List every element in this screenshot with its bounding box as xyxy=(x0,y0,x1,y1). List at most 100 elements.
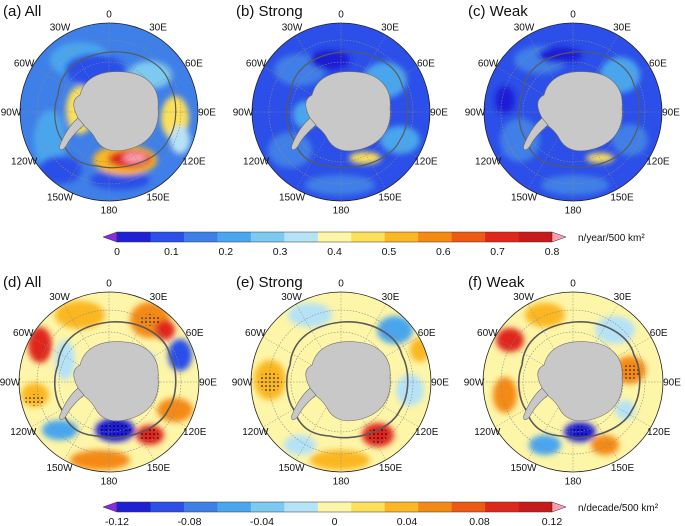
cbar-density-swatch xyxy=(451,232,486,242)
panel-title-e: (e) Strong xyxy=(236,274,303,291)
map-panel-d xyxy=(18,291,200,473)
lon-label-f-150w: 150W xyxy=(510,463,537,474)
lon-label-b-180: 180 xyxy=(333,206,350,217)
lon-label-d-150e: 150E xyxy=(147,463,171,474)
cbar-density-tick-label: 0.5 xyxy=(382,246,397,258)
cbar-density-swatch xyxy=(418,232,452,242)
lon-label-c-30e: 30E xyxy=(613,23,631,34)
lon-label-d-120w: 120W xyxy=(10,427,37,438)
cbar-trend-swatch xyxy=(250,502,285,512)
lon-label-b-150e: 150E xyxy=(378,192,402,203)
lon-label-c-150w: 150W xyxy=(511,192,538,203)
colorbar-trend: -0.12 -0.08 -0.04 0 0.04 0.08 0.12 n/decade/500… xyxy=(102,501,659,526)
lon-label-f-60w: 60W xyxy=(477,328,498,339)
cbar-trend-swatch xyxy=(384,502,419,512)
cbar-density-tick-label: 0 xyxy=(114,246,120,258)
lon-label-e-150w: 150W xyxy=(278,463,305,474)
lon-label-a-30w: 30W xyxy=(50,23,71,34)
lon-label-c-60w: 60W xyxy=(478,59,499,70)
longitude-labels: 0 30E 60E 90E 120E 150E 180 150W 120W 90W 60W 30W 0 3… xyxy=(0,10,681,488)
lon-label-c-0: 0 xyxy=(570,10,576,21)
lon-label-d-30w: 30W xyxy=(49,292,70,303)
cbar-density-swatch xyxy=(250,232,285,242)
cbar-density-max-arrow xyxy=(551,231,567,243)
cbar-density-swatch xyxy=(284,232,319,242)
lon-label-f-30w: 30W xyxy=(513,292,534,303)
lon-label-b-120w: 120W xyxy=(243,157,270,168)
cbar-trend-swatch xyxy=(117,502,151,512)
lon-label-f-60e: 60E xyxy=(650,328,668,339)
lon-label-b-0: 0 xyxy=(338,10,344,21)
map-panel-c xyxy=(483,22,663,202)
lon-label-d-90e: 90E xyxy=(199,378,217,389)
cbar-trend-min-arrow xyxy=(102,501,118,513)
cbar-density-tick-label: 0.1 xyxy=(164,246,179,258)
cbar-density-tick-label: 0.2 xyxy=(218,246,233,258)
colorbar-density: 0 0.1 0.2 0.3 0.4 0.5 0.6 0.7 0.8 n/year/500 km² xyxy=(102,231,645,258)
map-panel-f xyxy=(482,291,664,473)
lon-label-a-90w: 90W xyxy=(1,108,22,119)
lon-label-d-90w: 90W xyxy=(0,378,21,389)
lon-label-d-120e: 120E xyxy=(183,427,207,438)
cbar-trend-tick-label: 0 xyxy=(332,516,338,526)
lon-label-a-120e: 120E xyxy=(182,157,206,168)
lon-label-e-120e: 120E xyxy=(415,427,439,438)
lon-label-c-180: 180 xyxy=(565,206,582,217)
lon-label-c-120w: 120W xyxy=(475,157,502,168)
cbar-trend-swatch xyxy=(150,502,185,512)
lon-label-d-60e: 60E xyxy=(186,328,204,339)
lon-label-f-0: 0 xyxy=(570,279,576,290)
cbar-trend-unit: n/decade/500 km² xyxy=(578,503,659,514)
lon-label-f-120e: 120E xyxy=(647,427,671,438)
lon-label-a-30e: 30E xyxy=(149,23,167,34)
lon-label-a-60e: 60E xyxy=(185,59,203,70)
lon-label-a-150e: 150E xyxy=(146,192,170,203)
lon-label-b-90e: 90E xyxy=(430,108,448,119)
cbar-density-swatch xyxy=(518,232,553,242)
lon-label-e-60w: 60W xyxy=(245,328,266,339)
cbar-trend-swatch xyxy=(451,502,486,512)
lon-label-e-30w: 30W xyxy=(281,292,302,303)
cbar-density-tick-label: 0.7 xyxy=(490,246,505,258)
lon-label-b-30e: 30E xyxy=(381,23,399,34)
cbar-density-swatch xyxy=(183,232,218,242)
lon-label-d-150w: 150W xyxy=(46,463,73,474)
lon-label-f-90e: 90E xyxy=(663,378,681,389)
cbar-density-unit: n/year/500 km² xyxy=(578,233,645,244)
lon-label-c-90e: 90E xyxy=(662,108,680,119)
lon-label-f-90w: 90W xyxy=(464,378,485,389)
lon-label-e-90w: 90W xyxy=(232,378,253,389)
cbar-density-tick-label: 0.8 xyxy=(545,246,560,258)
cbar-trend-swatch xyxy=(284,502,319,512)
lon-label-d-60w: 60W xyxy=(13,328,34,339)
lon-label-e-180: 180 xyxy=(333,477,350,488)
cbar-trend-swatch xyxy=(317,502,352,512)
lon-label-a-150w: 150W xyxy=(47,192,74,203)
map-panel-a xyxy=(19,22,199,202)
map-panel-b xyxy=(251,22,431,202)
lon-label-a-180: 180 xyxy=(101,206,118,217)
panel-title-d: (d) All xyxy=(3,274,41,291)
lon-label-b-30w: 30W xyxy=(282,23,303,34)
lon-label-c-120e: 120E xyxy=(646,157,670,168)
cbar-trend-swatch xyxy=(183,502,218,512)
lon-label-e-150e: 150E xyxy=(379,463,403,474)
cbar-density-swatch xyxy=(117,232,151,242)
lon-label-b-120e: 120E xyxy=(414,157,438,168)
panel-title-a: (a) All xyxy=(3,3,41,20)
lon-label-e-30e: 30E xyxy=(382,292,400,303)
lon-label-b-150w: 150W xyxy=(279,192,306,203)
cbar-trend-tick-label: 0.08 xyxy=(469,516,490,526)
panel-title-b: (b) Strong xyxy=(236,3,303,20)
cbar-density-swatch xyxy=(351,232,385,242)
cbar-trend-tick-label: -0.08 xyxy=(178,516,202,526)
lon-label-e-120w: 120W xyxy=(242,427,269,438)
lon-label-c-90w: 90W xyxy=(465,108,486,119)
cbar-density-swatch xyxy=(150,232,185,242)
panel-title-c: (c) Weak xyxy=(468,3,528,20)
cbar-trend-max-arrow xyxy=(551,501,567,513)
panel-title-f: (f) Weak xyxy=(468,274,525,291)
lon-label-e-0: 0 xyxy=(338,279,344,290)
lon-label-f-180: 180 xyxy=(565,477,582,488)
lon-label-b-60w: 60W xyxy=(246,59,267,70)
